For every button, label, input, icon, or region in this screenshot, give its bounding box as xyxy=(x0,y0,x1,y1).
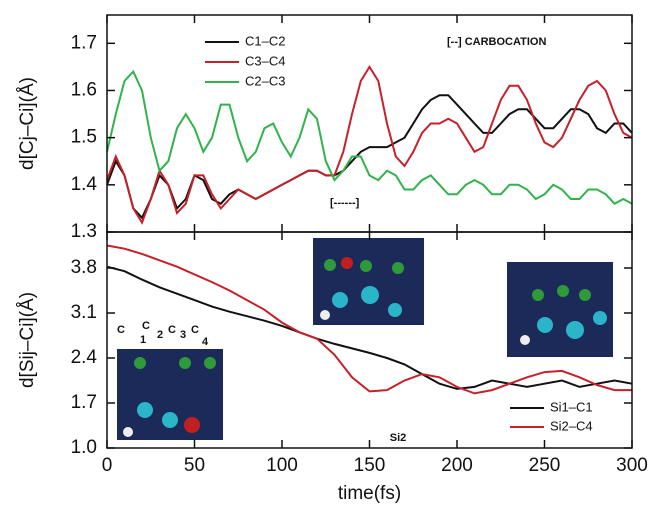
y-tick-label: 1.6 xyxy=(71,79,97,100)
x-tick-label: 50 xyxy=(184,455,205,476)
x-axis-label: time(fs) xyxy=(338,483,401,504)
legend-label: C2–C3 xyxy=(245,73,285,88)
annotation: 4 xyxy=(202,336,209,348)
legend-label: C1–C2 xyxy=(245,33,285,48)
legend-label: Si2–C4 xyxy=(550,418,593,433)
x-tick-label: 250 xyxy=(529,455,561,476)
y-tick-label: 1.7 xyxy=(71,392,97,413)
annotation: C xyxy=(168,324,176,336)
y-tick-label: 1.0 xyxy=(71,437,97,458)
y-tick-label: 1.5 xyxy=(71,127,97,148)
annotation: 2 xyxy=(157,329,163,341)
insets xyxy=(117,238,613,440)
x-tick-label: 200 xyxy=(441,455,473,476)
y-tick-label: 1.7 xyxy=(71,32,97,53)
y-axis-label: d[Cj–Ci](Å) xyxy=(17,77,38,170)
y-axis-label: d[Sij–Ci](Å) xyxy=(17,292,38,388)
annotation: 3 xyxy=(180,329,186,341)
x-tick-label: 100 xyxy=(266,455,298,476)
y-tick-label: 1.3 xyxy=(71,221,97,242)
chart: C1–C2 C3–C4 C2–C3 1.3 1.4 1.5 1.6 1.7 d[Cj–Ci](Å… xyxy=(0,0,653,512)
annotation: Si2 xyxy=(390,432,407,444)
legend-label: Si1–C1 xyxy=(550,399,593,414)
annotation: C xyxy=(191,324,199,336)
y-tick-label: 1.4 xyxy=(71,174,98,195)
y-tick-label: 3.1 xyxy=(71,302,97,323)
annotation: [------] xyxy=(330,197,360,209)
x-tick-label: 0 xyxy=(102,455,113,476)
annotation: 1 xyxy=(140,334,146,346)
y-tick-label: 3.8 xyxy=(71,257,97,278)
annotation: C xyxy=(117,324,125,336)
data-line xyxy=(107,72,632,204)
annotation: [--] CARBOCATION xyxy=(447,36,546,48)
x-tick-label: 300 xyxy=(616,455,648,476)
inset-image xyxy=(313,238,424,325)
x-tick-label: 150 xyxy=(354,455,386,476)
legend-label: C3–C4 xyxy=(245,53,285,68)
y-tick-label: 2.4 xyxy=(71,347,98,368)
annotation: C xyxy=(142,320,150,332)
